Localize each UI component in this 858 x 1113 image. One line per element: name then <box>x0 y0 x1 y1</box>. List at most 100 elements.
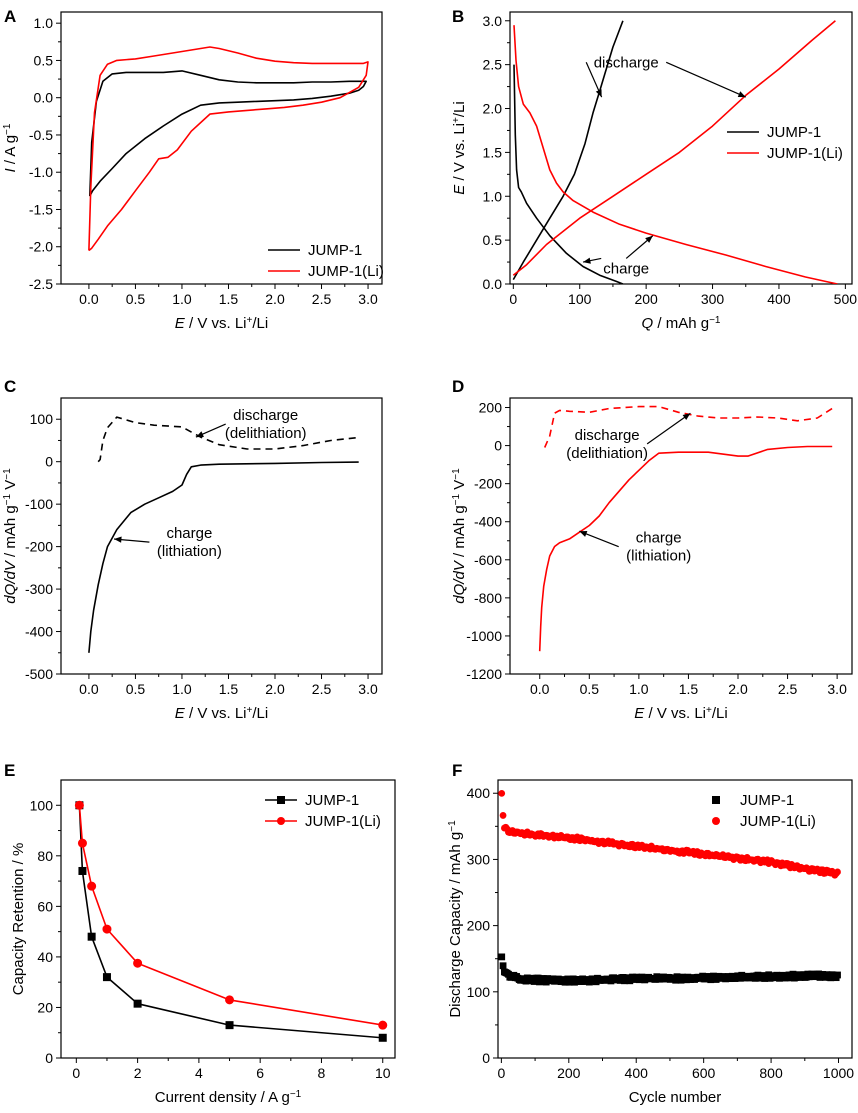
x-tick-label: 1.0 <box>172 291 192 307</box>
data-point <box>378 1033 387 1042</box>
annotation-text: charge <box>603 260 649 277</box>
annotation-text: discharge <box>233 407 298 424</box>
y-axis-label: E / V vs. Li+/Li <box>451 101 469 194</box>
y-tick-label: 0 <box>494 438 502 454</box>
series-0 <box>498 953 841 986</box>
panel-label: F <box>452 761 462 780</box>
annotation-text: (lithiation) <box>626 548 691 565</box>
x-tick-label: 2.5 <box>312 291 332 307</box>
x-tick-label: 0 <box>509 291 517 307</box>
y-tick-label: -200 <box>474 476 502 492</box>
plot-frame <box>497 779 853 1059</box>
y-tick-label: 80 <box>37 848 53 864</box>
data-point <box>87 881 97 891</box>
y-tick-label: 200 <box>467 918 491 934</box>
series-line <box>513 25 838 284</box>
y-tick-label: 40 <box>37 949 53 965</box>
arrow-head <box>114 536 122 543</box>
y-tick-label: 0 <box>45 1050 53 1066</box>
data-point <box>499 812 507 819</box>
y-tick-label: -600 <box>474 552 502 568</box>
annotation-text: discharge <box>575 427 640 444</box>
y-tick-label: 300 <box>467 851 491 867</box>
annotation: discharge <box>585 54 746 98</box>
x-tick-label: 8 <box>318 1065 326 1081</box>
y-tick-label: 3.0 <box>483 13 503 29</box>
y-tick-label: -2.5 <box>29 276 53 292</box>
panel-A: A 0.0 0.5 1.0 1.5 2.0 2.5 3.0 -2.5 -2.0 -1.5 -1.0 -0… <box>2 7 384 332</box>
y-tick-label: -400 <box>474 514 502 530</box>
y-tick-label: 0 <box>482 1050 490 1066</box>
x-tick-label: 100 <box>568 291 592 307</box>
x-tick-label: 0 <box>497 1065 505 1081</box>
x-tick-label: 200 <box>634 291 658 307</box>
panel-C: C 0.0 0.5 1.0 1.5 2.0 2.5 3.0 -500 -400 -300 -200 -1… <box>2 377 383 722</box>
annotation-text: charge <box>166 525 212 542</box>
arrow-head <box>645 235 653 243</box>
x-tick-label: 2.0 <box>728 681 748 697</box>
data-point <box>74 800 84 810</box>
legend: JUMP-1 JUMP-1(Li) <box>268 242 384 280</box>
annotation: charge(lithiation) <box>579 530 691 565</box>
y-tick-label: 1.0 <box>483 188 503 204</box>
y-tick-label: 20 <box>37 999 53 1015</box>
x-tick-label: 300 <box>701 291 725 307</box>
legend-marker <box>277 796 285 804</box>
arrow-head <box>195 431 204 438</box>
x-tick-label: 600 <box>692 1065 716 1081</box>
panel-F: F 0 200 400 600 800 1000 0 100 200 300 400 Cycle num… <box>447 761 855 1106</box>
legend-label: JUMP-1(Li) <box>305 813 381 830</box>
y-tick-label: -0.5 <box>29 127 53 143</box>
x-tick-label: 3.0 <box>358 681 378 697</box>
series-line <box>538 445 833 652</box>
arrow-head <box>682 413 691 421</box>
x-tick-label: 1.5 <box>219 291 239 307</box>
panel-D: D 0.0 0.5 1.0 1.5 2.0 2.5 3.0 -1200 -1000 -800 -600… <box>451 377 853 722</box>
series-line <box>543 405 833 448</box>
series-line <box>97 416 359 463</box>
y-tick-label: 2.5 <box>483 57 503 73</box>
legend-label: JUMP-1 <box>767 124 821 141</box>
x-tick-label: 3.0 <box>358 291 378 307</box>
data-point <box>133 958 143 968</box>
data-point <box>77 838 87 848</box>
x-axis-label: Cycle number <box>629 1089 722 1106</box>
x-tick-label: 2.0 <box>265 291 285 307</box>
y-tick-label: 0.5 <box>483 232 503 248</box>
arrow-head <box>579 531 588 537</box>
arrow-head <box>737 91 746 98</box>
plot-area <box>512 20 838 284</box>
legend: JUMP-1 JUMP-1(Li) <box>265 792 381 830</box>
x-tick-label: 2.5 <box>312 681 332 697</box>
annotation-text: charge <box>636 530 682 547</box>
plot-frame <box>60 11 383 285</box>
plot-area <box>88 46 369 252</box>
series-1 <box>498 789 841 879</box>
series-line <box>512 20 836 276</box>
y-tick-label: -2.0 <box>29 239 53 255</box>
series-line <box>88 461 359 653</box>
x-axis-label: E / V vs. Li+/Li <box>634 705 727 723</box>
data-point <box>378 1020 388 1030</box>
x-tick-label: 0.5 <box>126 681 146 697</box>
y-tick-label: -200 <box>25 539 53 555</box>
plot-frame <box>509 11 853 285</box>
panel-label: C <box>4 377 16 396</box>
annotation-text: (delithiation) <box>225 425 307 442</box>
legend-label: JUMP-1 <box>740 792 794 809</box>
data-point <box>834 868 841 876</box>
x-tick-label: 800 <box>759 1065 783 1081</box>
legend-label: JUMP-1(Li) <box>767 145 843 162</box>
data-point <box>133 999 142 1008</box>
y-tick-label: 60 <box>37 898 53 914</box>
arrow-head <box>583 257 591 264</box>
x-tick-label: 0.5 <box>126 291 146 307</box>
legend: JUMP-1 JUMP-1(Li) <box>727 124 843 162</box>
x-tick-label: 6 <box>256 1065 264 1081</box>
x-tick-label: 1.5 <box>219 681 239 697</box>
legend-marker <box>712 817 720 825</box>
y-tick-label: -1200 <box>466 666 502 682</box>
y-tick-label: 0.5 <box>34 52 54 68</box>
y-tick-label: -800 <box>474 590 502 606</box>
series-line <box>513 64 624 284</box>
